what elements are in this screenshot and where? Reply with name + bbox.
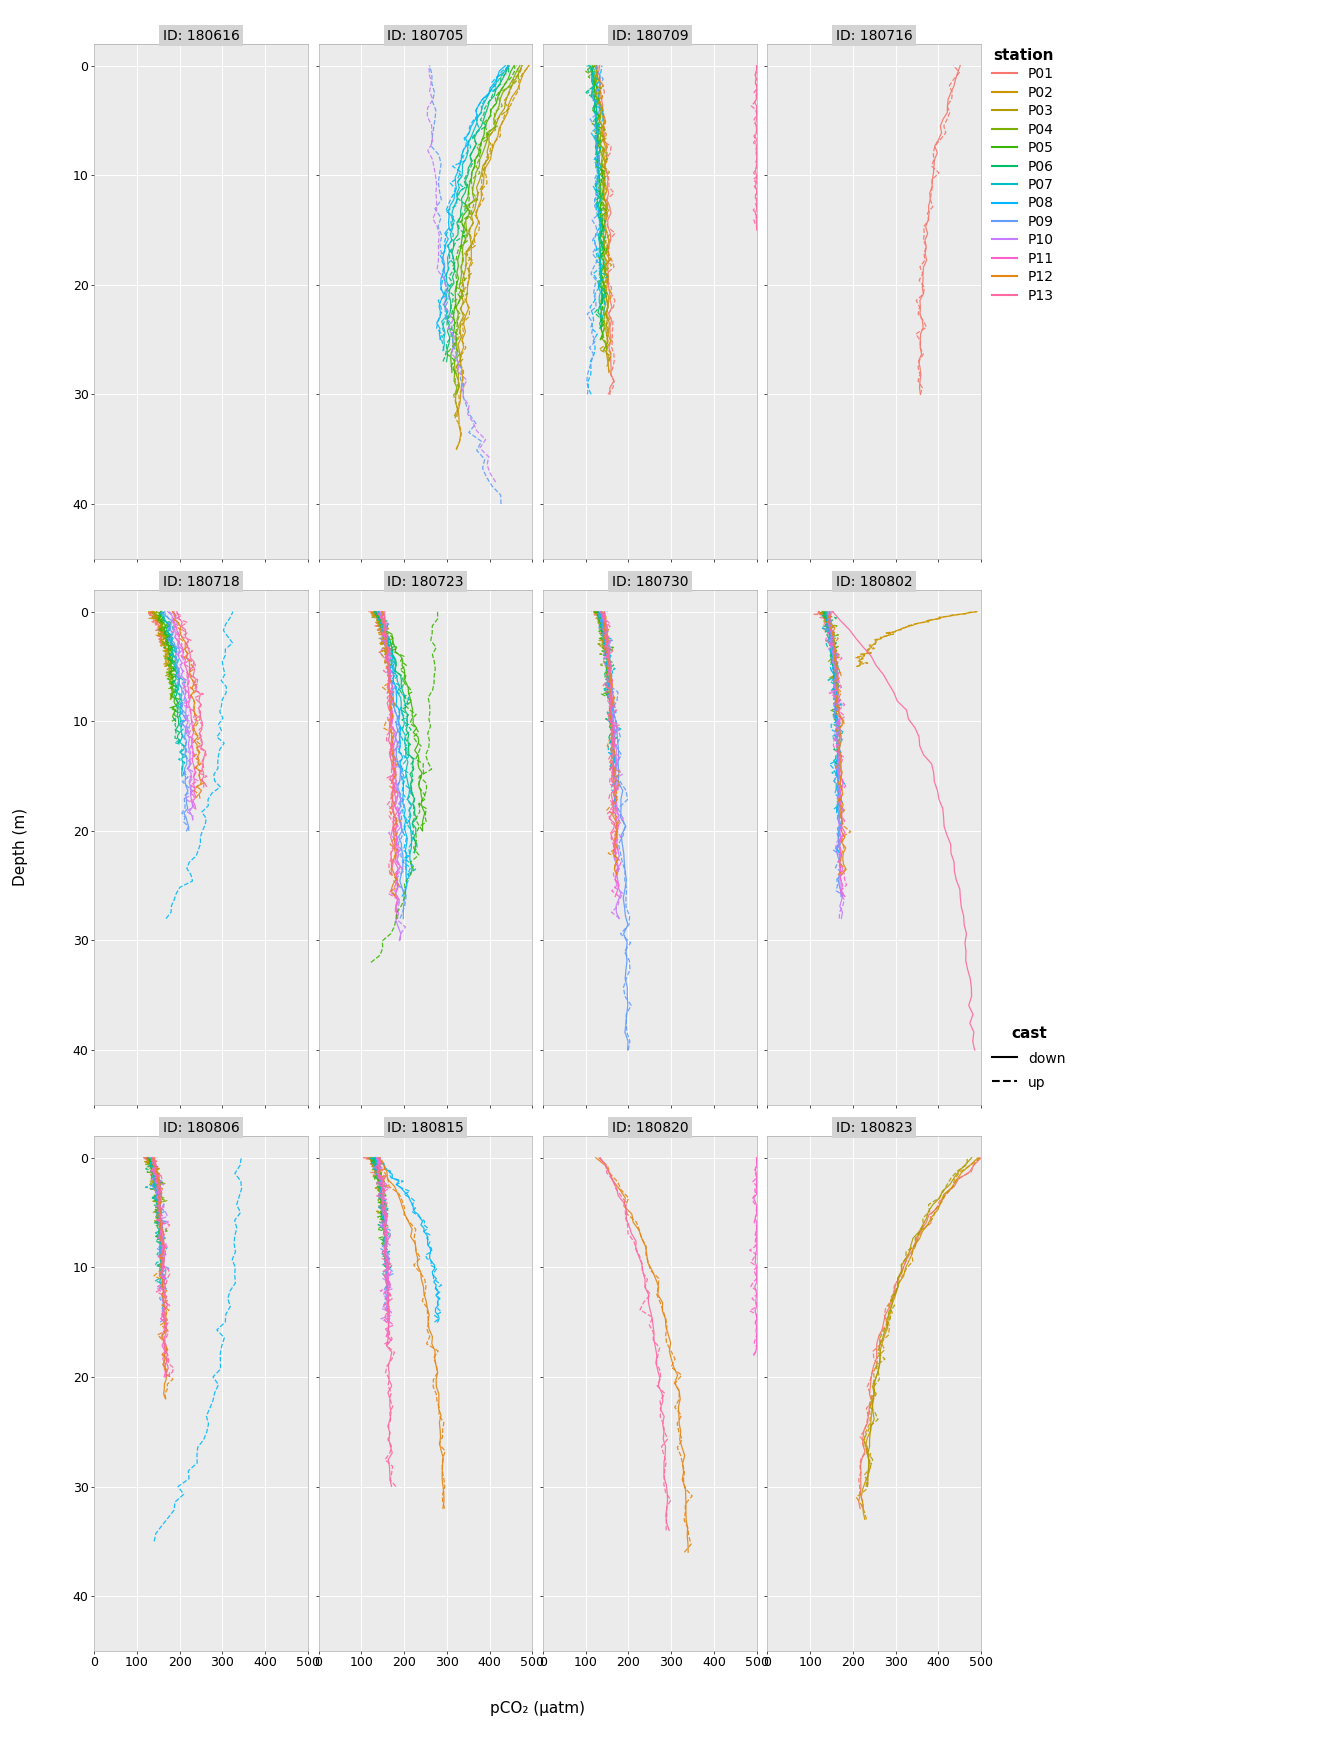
Title: ID: 180718: ID: 180718 [163,575,239,589]
Title: ID: 180709: ID: 180709 [612,28,688,42]
Legend: P01, P02, P03, P04, P05, P06, P07, P08, P09, P10, P11, P12, P13: P01, P02, P03, P04, P05, P06, P07, P08, … [988,44,1059,307]
Title: ID: 180616: ID: 180616 [163,28,239,42]
Legend: down, up: down, up [988,1022,1070,1094]
Title: ID: 180705: ID: 180705 [387,28,464,42]
Title: ID: 180723: ID: 180723 [387,575,464,589]
Title: ID: 180815: ID: 180815 [387,1120,464,1134]
Text: pCO₂ (µatm): pCO₂ (µatm) [491,1700,585,1716]
Title: ID: 180802: ID: 180802 [836,575,913,589]
Title: ID: 180820: ID: 180820 [612,1120,688,1134]
Text: Depth (m): Depth (m) [12,809,28,886]
Title: ID: 180823: ID: 180823 [836,1120,913,1134]
Title: ID: 180730: ID: 180730 [612,575,688,589]
Title: ID: 180806: ID: 180806 [163,1120,239,1134]
Title: ID: 180716: ID: 180716 [836,28,913,42]
